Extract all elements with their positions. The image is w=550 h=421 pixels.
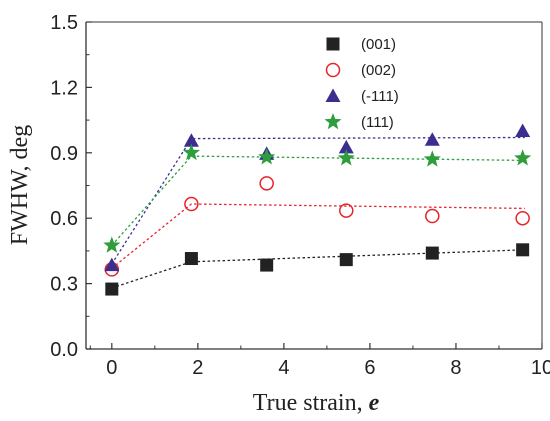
x-tick-label: 8 — [450, 357, 461, 379]
data-point-series-0 — [425, 246, 439, 260]
data-point-series-3 — [258, 148, 276, 165]
trend-line-series-3 — [111, 155, 525, 246]
legend-marker-series-2 — [325, 88, 341, 102]
x-axis-title: True strain, e — [253, 390, 380, 416]
data-point-series-1 — [259, 176, 274, 191]
x-tick-label: 10 — [531, 357, 550, 379]
trend-line-series-1 — [111, 203, 525, 269]
data-point-series-2 — [515, 123, 531, 137]
legend-marker-series-0 — [326, 37, 340, 51]
legend: (001) (002) (-111) (111) — [324, 36, 399, 131]
data-point-series-2 — [183, 133, 199, 147]
data-point-series-0 — [105, 282, 119, 296]
data-point-series-2 — [338, 139, 354, 154]
legend-marker-series-1 — [325, 62, 341, 78]
trend-lines — [111, 136, 525, 289]
legend-label-series-1: (002) — [361, 62, 396, 79]
legend-label-series-3: (111) — [361, 114, 394, 131]
legend-label-series-0: (001) — [361, 36, 396, 53]
axes: 0 2 4 6 8 10 0.0 0.3 0.6 0.9 1.2 1.5 — [50, 12, 550, 379]
data-point-series-3 — [103, 236, 121, 253]
data-point-series-1 — [425, 208, 440, 224]
y-tick-label: 0.0 — [50, 339, 78, 361]
x-axis-title-text: True strain, — [253, 390, 369, 416]
trend-line-series-2 — [111, 136, 525, 265]
data-point-series-0 — [339, 253, 353, 267]
data-markers — [103, 123, 532, 296]
y-tick-label: 0.6 — [50, 208, 78, 230]
x-tick-label: 6 — [364, 357, 375, 379]
y-tick-label: 1.5 — [50, 12, 78, 34]
data-point-series-0 — [260, 258, 274, 272]
trend-line-series-0 — [111, 249, 525, 289]
data-point-series-2 — [104, 257, 120, 272]
legend-label-series-2: (-111) — [361, 88, 399, 105]
data-point-series-1 — [339, 203, 354, 218]
x-tick-label: 2 — [192, 357, 203, 379]
y-axis-title: FWHW, deg — [7, 125, 33, 245]
x-tick-label: 4 — [278, 357, 289, 379]
x-axis-title-variable: e — [369, 390, 380, 416]
y-tick-label: 0.9 — [50, 143, 78, 165]
data-point-series-1 — [515, 210, 530, 226]
data-point-series-2 — [424, 132, 440, 146]
x-tick-label: 0 — [106, 357, 117, 379]
data-point-series-0 — [184, 252, 198, 266]
data-point-series-0 — [516, 243, 530, 257]
data-point-series-3 — [514, 149, 532, 166]
data-point-series-3 — [337, 149, 355, 166]
data-point-series-3 — [423, 150, 441, 167]
legend-marker-series-3 — [324, 113, 342, 130]
y-tick-label: 0.3 — [50, 274, 78, 296]
y-tick-label: 1.2 — [50, 77, 78, 99]
data-point-series-1 — [184, 196, 199, 212]
data-point-series-3 — [182, 143, 200, 161]
